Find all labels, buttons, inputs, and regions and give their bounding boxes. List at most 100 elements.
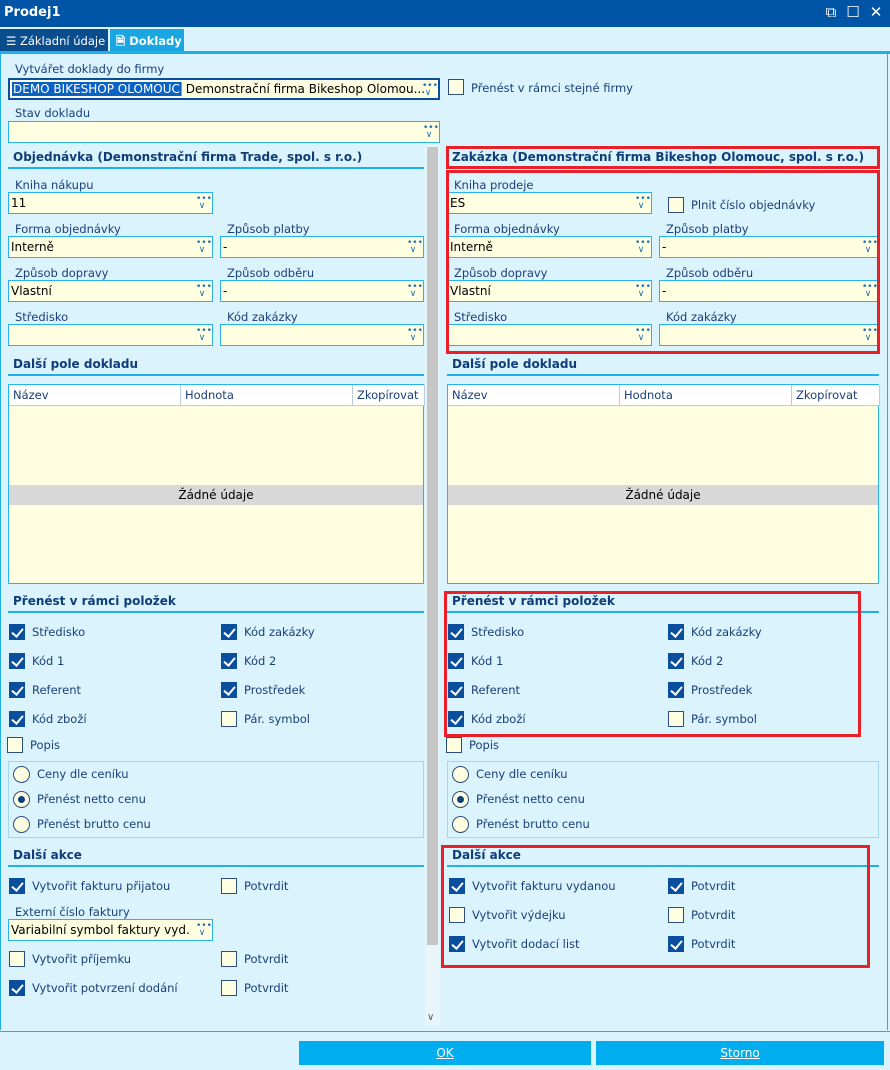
price-radio-0[interactable] xyxy=(13,766,30,783)
create-issued-invoice-label: Vytvořit fakturu vydanou xyxy=(472,879,616,893)
item-3-label: Kód 2 xyxy=(691,654,724,668)
ok-button[interactable]: OK xyxy=(299,1041,591,1065)
cancel-button[interactable]: Storno xyxy=(596,1041,884,1065)
order-pickup-combo[interactable]: - ••• ∨ xyxy=(220,280,424,302)
content-panel xyxy=(0,54,888,1030)
column-header[interactable]: Název xyxy=(448,385,620,406)
chevron-down-icon[interactable]: ••• ∨ xyxy=(862,282,878,299)
item-0-checkbox[interactable] xyxy=(448,624,464,640)
firm-label: Vytvářet doklady do firmy xyxy=(15,62,165,76)
section-divider xyxy=(8,374,424,376)
transfer-same-firm-checkbox[interactable] xyxy=(448,79,464,95)
actions-right-header: Další akce xyxy=(452,848,521,862)
status-combo[interactable]: ••• ∨ xyxy=(8,121,440,143)
chevron-down-icon[interactable]: ••• ∨ xyxy=(635,326,651,343)
close-icon[interactable]: ✕ xyxy=(869,3,883,21)
price-radio-1[interactable] xyxy=(13,791,30,808)
price-radio-1[interactable] xyxy=(452,791,469,808)
scrollbar-thumb[interactable] xyxy=(427,147,438,945)
price-radio-2[interactable] xyxy=(13,816,30,833)
item-1-checkbox[interactable] xyxy=(221,624,237,640)
order-job-code-label: Kód zakázky xyxy=(227,310,298,324)
item-7-checkbox[interactable] xyxy=(668,711,684,727)
confirm-issue-slip-checkbox[interactable] xyxy=(668,907,684,923)
chevron-down-icon[interactable]: ••• ∨ xyxy=(407,238,423,255)
order-book-combo[interactable]: 11 ••• ∨ xyxy=(8,192,213,214)
chevron-down-icon[interactable]: ••• ∨ xyxy=(407,282,423,299)
tab-zakladni-udaje[interactable]: ☰ Základní údaje xyxy=(0,29,108,52)
create-issued-invoice-checkbox[interactable] xyxy=(449,878,465,894)
column-header[interactable]: Zkopírovat xyxy=(353,385,425,406)
item-7-checkbox[interactable] xyxy=(221,711,237,727)
tab-doklady[interactable]: 🗎 Doklady xyxy=(110,29,184,52)
column-header[interactable]: Hodnota xyxy=(620,385,792,406)
confirm-invoice-checkbox[interactable] xyxy=(221,878,237,894)
chevron-down-icon[interactable]: ••• ∨ xyxy=(196,921,212,938)
order-payment-combo[interactable]: - ••• ∨ xyxy=(220,236,424,258)
create-issue-slip-checkbox[interactable] xyxy=(449,907,465,923)
highlight-box xyxy=(446,146,880,169)
chevron-down-icon[interactable]: ••• ∨ xyxy=(196,238,212,255)
create-receipt-checkbox[interactable] xyxy=(9,951,25,967)
item-3-label: Kód 2 xyxy=(244,654,277,668)
create-received-invoice-checkbox[interactable] xyxy=(9,878,25,894)
chevron-down-icon[interactable]: ••• ∨ xyxy=(407,326,423,343)
maximize-icon[interactable]: ☐ xyxy=(846,3,860,21)
chevron-down-icon[interactable]: ••• ∨ xyxy=(635,238,651,255)
order-center-combo[interactable]: ••• ∨ xyxy=(8,324,213,346)
chevron-down-icon[interactable]: ••• ∨ xyxy=(196,194,212,211)
chevron-down-icon[interactable]: ••• ∨ xyxy=(423,123,439,140)
fill-order-checkbox[interactable] xyxy=(668,197,684,213)
job-book-combo[interactable]: ES ••• ∨ xyxy=(447,192,652,214)
item-0-checkbox[interactable] xyxy=(9,624,25,640)
job-transport-combo[interactable]: Vlastní ••• ∨ xyxy=(447,280,652,302)
confirm-issued-invoice-checkbox[interactable] xyxy=(668,878,684,894)
chevron-down-icon[interactable]: ••• ∨ xyxy=(862,238,878,255)
item-1-checkbox[interactable] xyxy=(668,624,684,640)
item-popis-checkbox[interactable] xyxy=(7,737,23,753)
order-transport-combo[interactable]: Vlastní ••• ∨ xyxy=(8,280,213,302)
item-3-checkbox[interactable] xyxy=(668,653,684,669)
chevron-down-icon[interactable]: ••• ∨ xyxy=(422,81,438,98)
job-form-combo[interactable]: Interně ••• ∨ xyxy=(447,236,652,258)
price-radio-0[interactable] xyxy=(452,766,469,783)
item-5-checkbox[interactable] xyxy=(668,682,684,698)
item-6-checkbox[interactable] xyxy=(448,711,464,727)
chevron-down-icon[interactable]: ••• ∨ xyxy=(196,326,212,343)
price-radio-2[interactable] xyxy=(452,816,469,833)
order-form-combo[interactable]: Interně ••• ∨ xyxy=(8,236,213,258)
item-3-checkbox[interactable] xyxy=(221,653,237,669)
job-payment-combo[interactable]: - ••• ∨ xyxy=(659,236,879,258)
chevron-down-icon[interactable]: ••• ∨ xyxy=(635,282,651,299)
column-header[interactable]: Zkopírovat xyxy=(792,385,880,406)
item-4-checkbox[interactable] xyxy=(9,682,25,698)
item-4-checkbox[interactable] xyxy=(448,682,464,698)
firm-combo[interactable]: DEMO BIKESHOP OLOMOUC Demonstrační firma… xyxy=(8,78,440,100)
item-2-label: Kód 1 xyxy=(32,654,65,668)
external-invoice-number-combo[interactable]: Variabilní symbol faktury vyd. ••• ∨ xyxy=(8,919,213,941)
order-job-code-combo[interactable]: ••• ∨ xyxy=(220,324,424,346)
chevron-down-icon[interactable]: ••• ∨ xyxy=(196,282,212,299)
data-grid[interactable]: Název Hodnota Zkopírovat Žádné údaje xyxy=(8,384,425,584)
chevron-down-icon[interactable]: ••• ∨ xyxy=(635,194,651,211)
create-delivery-confirmation-checkbox[interactable] xyxy=(9,980,25,996)
column-header[interactable]: Název xyxy=(9,385,181,406)
price-radio-group xyxy=(447,761,879,838)
scroll-down-icon[interactable]: ∨ xyxy=(427,1012,435,1023)
firm-code: DEMO BIKESHOP OLOMOUC xyxy=(12,82,182,96)
create-delivery-note-checkbox[interactable] xyxy=(449,936,465,952)
data-grid[interactable]: Název Hodnota Zkopírovat Žádné údaje xyxy=(447,384,880,584)
item-2-checkbox[interactable] xyxy=(9,653,25,669)
job-center-combo[interactable]: ••• ∨ xyxy=(447,324,652,346)
document-icon: 🗎 xyxy=(116,34,130,48)
item-popis-checkbox[interactable] xyxy=(446,737,462,753)
confirm-receipt-checkbox[interactable] xyxy=(221,951,237,967)
confirm-delivery-confirmation-checkbox[interactable] xyxy=(221,980,237,996)
item-5-checkbox[interactable] xyxy=(221,682,237,698)
confirm-delivery-note-checkbox[interactable] xyxy=(668,936,684,952)
item-2-checkbox[interactable] xyxy=(448,653,464,669)
restore-icon[interactable]: ⧉ xyxy=(825,3,837,21)
item-6-checkbox[interactable] xyxy=(9,711,25,727)
column-header[interactable]: Hodnota xyxy=(181,385,353,406)
chevron-down-icon[interactable]: ••• ∨ xyxy=(862,326,878,343)
